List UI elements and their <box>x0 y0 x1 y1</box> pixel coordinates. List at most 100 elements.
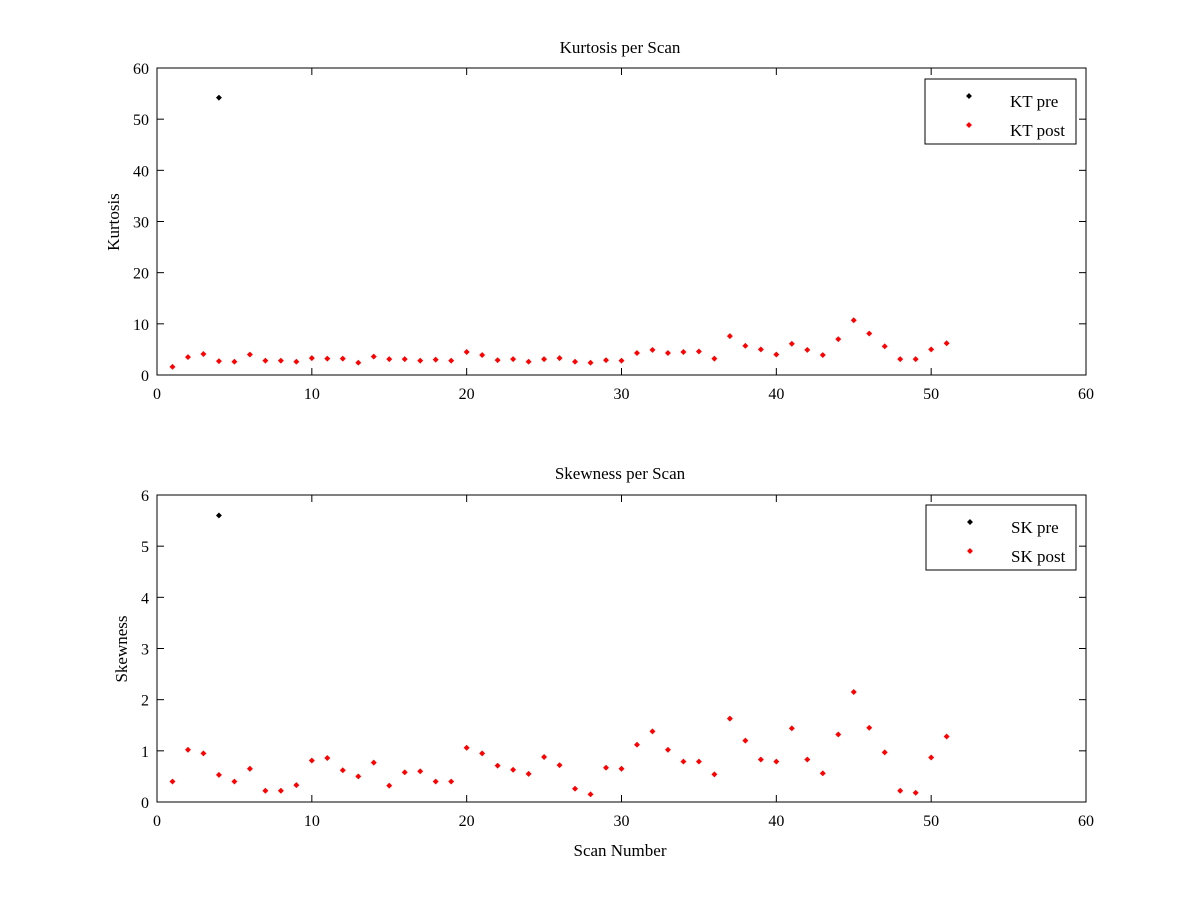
post-data-point <box>494 357 501 364</box>
post-data-point <box>572 785 579 792</box>
post-data-point <box>386 356 393 363</box>
x-axis-label: Scan Number <box>573 841 666 860</box>
post-data-point <box>835 336 842 343</box>
y-tick-label: 0 <box>141 795 149 812</box>
post-data-point <box>370 759 377 766</box>
post-data-point <box>866 724 873 731</box>
post-data-point <box>200 351 207 357</box>
post-data-point <box>231 778 238 785</box>
post-data-point <box>556 762 563 769</box>
legend-markers <box>967 519 973 554</box>
post-data-point <box>572 358 579 365</box>
x-tick-label: 0 <box>153 386 161 403</box>
post-data-point <box>850 317 857 324</box>
legend-label-pre: SK pre <box>1011 518 1059 537</box>
legend-marker-post <box>966 122 972 128</box>
post-data-point <box>603 764 609 771</box>
post-data-point <box>401 769 408 776</box>
post-data-point <box>618 765 625 772</box>
legend-box <box>925 504 1077 571</box>
x-tick-label: 50 <box>923 813 939 830</box>
x-tick-label: 40 <box>768 813 784 830</box>
post-data-point <box>262 357 269 364</box>
post-data-point <box>881 749 888 756</box>
post-data-point <box>432 778 439 785</box>
post-data-point <box>912 789 919 796</box>
post-data-point <box>664 746 671 753</box>
post-data-point <box>618 357 625 364</box>
post-data-point <box>850 689 857 695</box>
chart-title: Skewness per Scan <box>555 464 686 483</box>
y-tick-label: 4 <box>141 590 149 607</box>
post-data-point <box>866 330 873 337</box>
x-tick-label: 20 <box>459 813 475 830</box>
post-data-point <box>649 346 656 353</box>
x-tick-label: 30 <box>614 813 630 830</box>
pre-data-point <box>215 94 222 101</box>
legend-label-pre: KT pre <box>1010 92 1058 111</box>
x-tick-label: 0 <box>153 813 161 830</box>
post-data-point <box>448 778 455 785</box>
post-data-point <box>231 358 238 365</box>
y-tick-label: 20 <box>133 266 149 283</box>
post-data-point <box>277 357 284 364</box>
post-data-point <box>695 348 702 355</box>
skewness-chart: Skewness per Scan Skewness Scan Number 0… <box>112 464 1094 860</box>
legend-label-post: KT post <box>1010 121 1065 140</box>
chart-title: Kurtosis per Scan <box>560 38 681 57</box>
y-tick-label: 50 <box>133 112 149 129</box>
data-points <box>169 94 950 370</box>
post-data-point <box>417 357 424 364</box>
legend-marker-pre <box>967 519 973 525</box>
post-data-point <box>324 755 331 761</box>
post-data-point <box>370 353 377 360</box>
post-data-point <box>788 340 795 347</box>
post-data-point <box>788 725 795 732</box>
x-tick-label: 60 <box>1078 386 1094 403</box>
post-data-point <box>386 782 393 789</box>
data-points <box>169 512 950 798</box>
axis-ticks: 0 10 20 30 40 50 60 0 1 2 3 4 5 6 <box>141 488 1094 830</box>
post-data-point <box>819 770 826 777</box>
kurtosis-chart: Kurtosis per Scan Kurtosis 0 10 20 30 40 50 60… <box>104 38 1094 403</box>
legend: KT pre KT post <box>924 78 1077 145</box>
post-data-point <box>541 356 548 363</box>
post-data-point <box>510 356 517 363</box>
post-data-point <box>943 340 950 347</box>
y-axis-label: Kurtosis <box>104 193 123 251</box>
x-tick-label: 20 <box>459 386 475 403</box>
post-data-point <box>463 744 470 751</box>
post-data-point <box>664 350 671 356</box>
post-data-point <box>355 359 362 366</box>
post-data-point <box>432 356 439 363</box>
y-tick-label: 5 <box>141 539 149 556</box>
y-tick-label: 3 <box>141 642 149 659</box>
post-data-point <box>401 356 408 363</box>
post-data-point <box>711 355 718 362</box>
post-data-point <box>417 768 424 775</box>
legend: SK pre SK post <box>925 504 1077 571</box>
post-data-point <box>277 787 284 794</box>
post-data-point <box>169 778 176 785</box>
legend-markers <box>966 93 972 128</box>
post-data-point <box>680 758 687 765</box>
post-data-point <box>355 773 362 780</box>
pre-data-point <box>215 512 222 519</box>
post-data-point <box>308 757 315 764</box>
post-data-point <box>726 715 733 722</box>
post-data-point <box>835 731 842 738</box>
post-data-point <box>928 346 935 353</box>
post-data-point <box>169 363 176 370</box>
post-data-point <box>556 355 563 362</box>
post-data-point <box>246 765 253 772</box>
legend-marker-pre <box>966 93 972 99</box>
post-data-point <box>246 351 253 358</box>
post-data-point <box>757 346 764 353</box>
post-data-point <box>339 767 346 774</box>
post-data-point <box>695 758 702 765</box>
post-data-point <box>479 352 486 359</box>
post-data-point <box>634 350 640 356</box>
post-data-point <box>634 741 640 748</box>
post-data-point <box>200 750 207 757</box>
